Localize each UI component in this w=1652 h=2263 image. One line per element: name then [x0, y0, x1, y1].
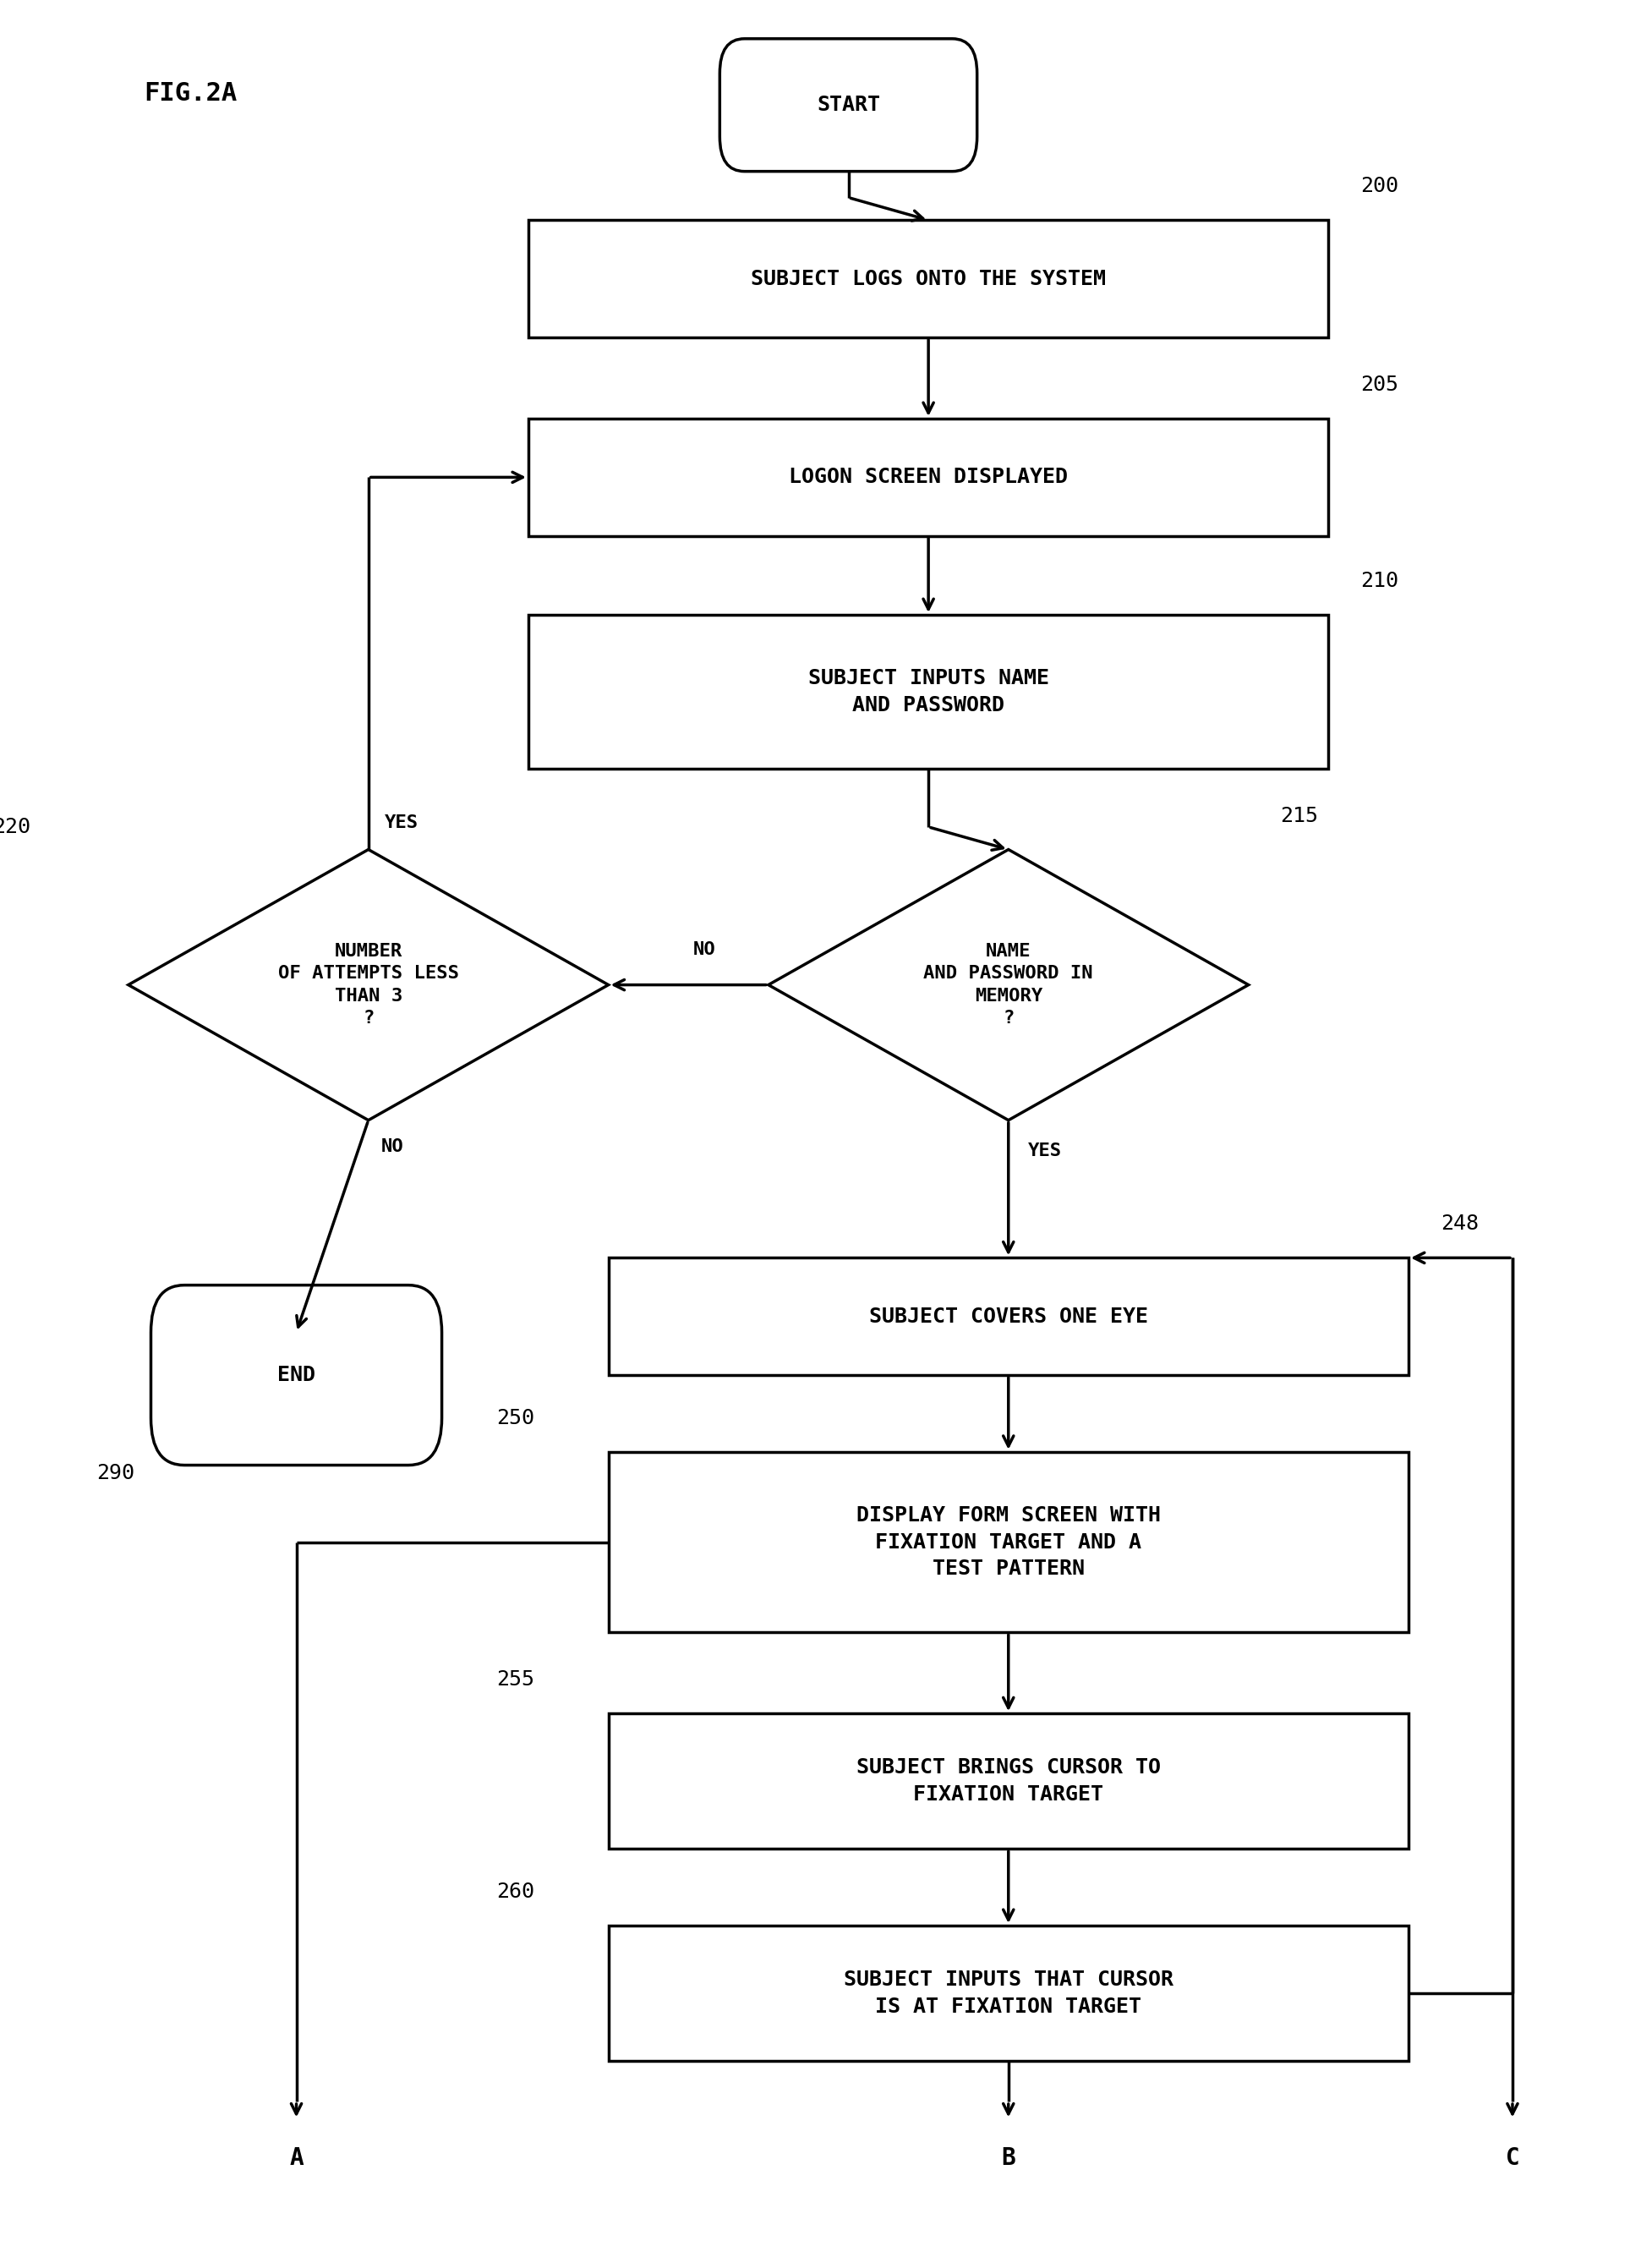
Text: YES: YES [385, 815, 418, 831]
FancyBboxPatch shape [608, 1926, 1409, 2062]
Text: NAME
AND PASSWORD IN
MEMORY
?: NAME AND PASSWORD IN MEMORY ? [923, 944, 1094, 1027]
Text: 210: 210 [1361, 570, 1399, 591]
Text: 250: 250 [496, 1408, 534, 1428]
FancyBboxPatch shape [529, 220, 1328, 337]
Text: B: B [1001, 2148, 1016, 2170]
Text: 290: 290 [96, 1464, 134, 1485]
FancyBboxPatch shape [529, 419, 1328, 536]
FancyBboxPatch shape [529, 616, 1328, 769]
Polygon shape [129, 849, 608, 1120]
Text: END: END [278, 1365, 316, 1385]
Text: NO: NO [382, 1138, 403, 1154]
Text: YES: YES [1028, 1143, 1062, 1159]
Text: DISPLAY FORM SCREEN WITH
FIXATION TARGET AND A
TEST PATTERN: DISPLAY FORM SCREEN WITH FIXATION TARGET… [856, 1505, 1161, 1580]
Text: 215: 215 [1280, 806, 1318, 826]
Text: NO: NO [694, 941, 715, 957]
Text: NUMBER
OF ATTEMPTS LESS
THAN 3
?: NUMBER OF ATTEMPTS LESS THAN 3 ? [278, 944, 459, 1027]
FancyBboxPatch shape [150, 1285, 441, 1464]
Text: FIG.2A: FIG.2A [144, 81, 238, 106]
Text: SUBJECT COVERS ONE EYE: SUBJECT COVERS ONE EYE [869, 1306, 1148, 1326]
FancyBboxPatch shape [608, 1453, 1409, 1632]
Text: START: START [816, 95, 881, 115]
Text: SUBJECT INPUTS NAME
AND PASSWORD: SUBJECT INPUTS NAME AND PASSWORD [808, 668, 1049, 715]
Text: 205: 205 [1361, 376, 1399, 396]
Text: 248: 248 [1441, 1213, 1479, 1233]
Text: SUBJECT BRINGS CURSOR TO
FIXATION TARGET: SUBJECT BRINGS CURSOR TO FIXATION TARGET [856, 1758, 1161, 1804]
Text: 200: 200 [1361, 177, 1399, 197]
Text: 220: 220 [0, 817, 30, 837]
Polygon shape [768, 849, 1249, 1120]
Text: SUBJECT LOGS ONTO THE SYSTEM: SUBJECT LOGS ONTO THE SYSTEM [752, 269, 1105, 290]
Text: SUBJECT INPUTS THAT CURSOR
IS AT FIXATION TARGET: SUBJECT INPUTS THAT CURSOR IS AT FIXATIO… [844, 1969, 1173, 2016]
FancyBboxPatch shape [608, 1713, 1409, 1849]
FancyBboxPatch shape [608, 1258, 1409, 1376]
Text: LOGON SCREEN DISPLAYED: LOGON SCREEN DISPLAYED [790, 466, 1067, 487]
Text: A: A [289, 2148, 304, 2170]
Text: 260: 260 [496, 1881, 534, 1901]
FancyBboxPatch shape [720, 38, 976, 172]
Text: C: C [1505, 2148, 1520, 2170]
Text: 255: 255 [496, 1670, 534, 1690]
